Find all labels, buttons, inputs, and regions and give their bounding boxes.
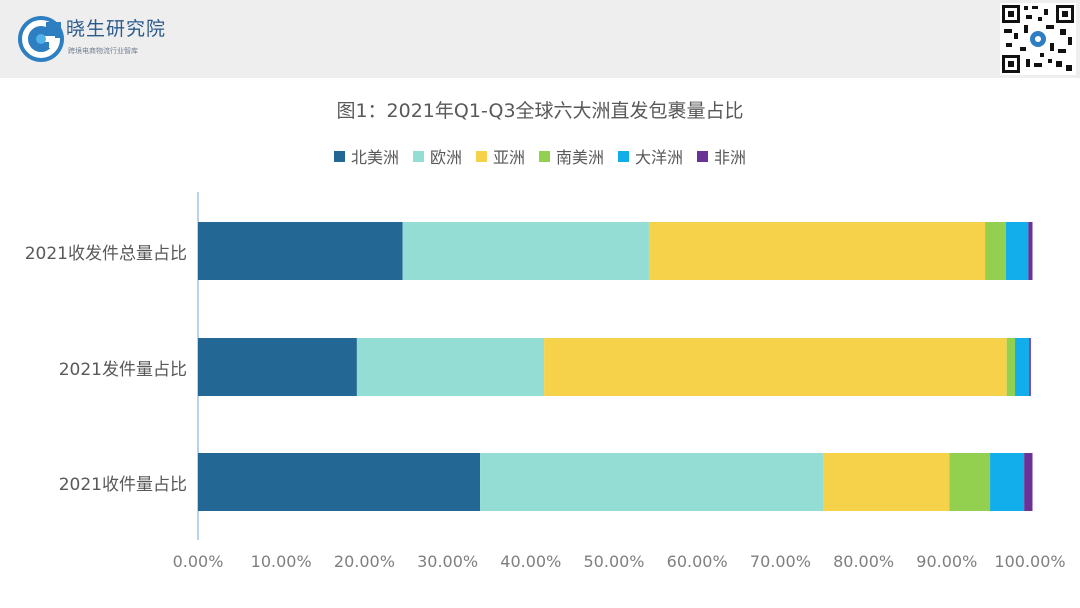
- bar-segment: [544, 338, 1007, 396]
- x-tick-label: 80.00%: [833, 552, 895, 571]
- x-tick-label: 100.00%: [994, 552, 1066, 571]
- legend-label: 大洋洲: [635, 148, 684, 167]
- legend-swatch: [618, 150, 630, 162]
- bar-segment: [1005, 222, 1029, 280]
- category-label: 2021发件量占比: [58, 360, 187, 380]
- bar-segment: [356, 338, 545, 396]
- x-tick-label: 90.00%: [916, 552, 978, 571]
- x-tick-label: 20.00%: [333, 552, 395, 571]
- x-tick-label: 50.00%: [583, 552, 645, 571]
- legend-swatch: [412, 150, 424, 162]
- x-tick-label: 70.00%: [749, 552, 811, 571]
- legend-item-oceania: 大洋洲: [618, 144, 683, 168]
- legend-swatch: [697, 150, 709, 162]
- legend-label: 欧洲: [429, 148, 462, 167]
- legend-item-africa: 非洲: [697, 144, 746, 168]
- x-tick-label: 10.00%: [250, 552, 312, 571]
- bar-segment: [198, 338, 357, 396]
- legend-label: 亚洲: [492, 148, 525, 167]
- x-tick-label: 60.00%: [666, 552, 728, 571]
- category-label: 2021收发件总量占比: [24, 244, 187, 264]
- brand-name: 晓生研究院: [66, 18, 167, 40]
- bar-segment: [1015, 338, 1030, 396]
- bar-segment: [949, 453, 991, 511]
- legend-label: 北美洲: [350, 148, 399, 167]
- legend-swatch: [475, 150, 487, 162]
- header-bar: 晓生研究院 跨境电商物流行业智库: [0, 0, 1080, 78]
- legend-label: 非洲: [714, 148, 747, 167]
- bar-segment: [990, 453, 1025, 511]
- legend-swatch: [539, 150, 550, 162]
- legend-item-north-america: 北美洲: [333, 144, 399, 168]
- bar-segment: [1024, 453, 1033, 511]
- g-letter-logo-icon: [18, 16, 64, 62]
- bar-segment: [1006, 338, 1016, 396]
- x-tick-label: 0.00%: [172, 552, 224, 571]
- bar-segment: [198, 222, 403, 280]
- x-tick-label: 40.00%: [500, 552, 562, 571]
- legend-item-asia: 亚洲: [475, 144, 525, 168]
- bar-segment: [985, 222, 1006, 280]
- bar-segment: [198, 453, 481, 511]
- bar-segment: [1029, 338, 1031, 396]
- legend-swatch: [333, 150, 345, 162]
- bar-segment: [480, 453, 824, 511]
- brand-tagline: 跨境电商物流行业智库: [68, 47, 138, 55]
- bar-segment: [823, 453, 950, 511]
- chart-legend: 北美洲 欧洲 亚洲 南美洲 大洋洲 非洲: [0, 144, 1080, 168]
- bar-segment: [1028, 222, 1033, 280]
- legend-item-europe: 欧洲: [412, 144, 462, 168]
- qr-code-icon: [1000, 3, 1076, 75]
- x-tick-label: 30.00%: [417, 552, 479, 571]
- legend-item-south-america: 南美洲: [539, 144, 604, 168]
- legend-label: 南美洲: [556, 148, 605, 167]
- category-label: 2021收件量占比: [58, 475, 187, 495]
- chart-title: 图1：2021年Q1-Q3全球六大洲直发包裹量占比: [336, 100, 744, 122]
- bar-segment: [402, 222, 649, 280]
- bar-segment: [648, 222, 986, 280]
